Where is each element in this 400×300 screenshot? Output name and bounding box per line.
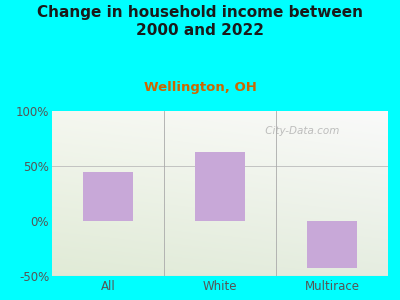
- Text: Wellington, OH: Wellington, OH: [144, 81, 256, 94]
- Bar: [195, 152, 245, 221]
- Text: Change in household income between
2000 and 2022: Change in household income between 2000 …: [37, 4, 363, 38]
- Bar: [83, 172, 133, 221]
- Text: City-Data.com: City-Data.com: [262, 126, 339, 136]
- Bar: [307, 221, 357, 268]
